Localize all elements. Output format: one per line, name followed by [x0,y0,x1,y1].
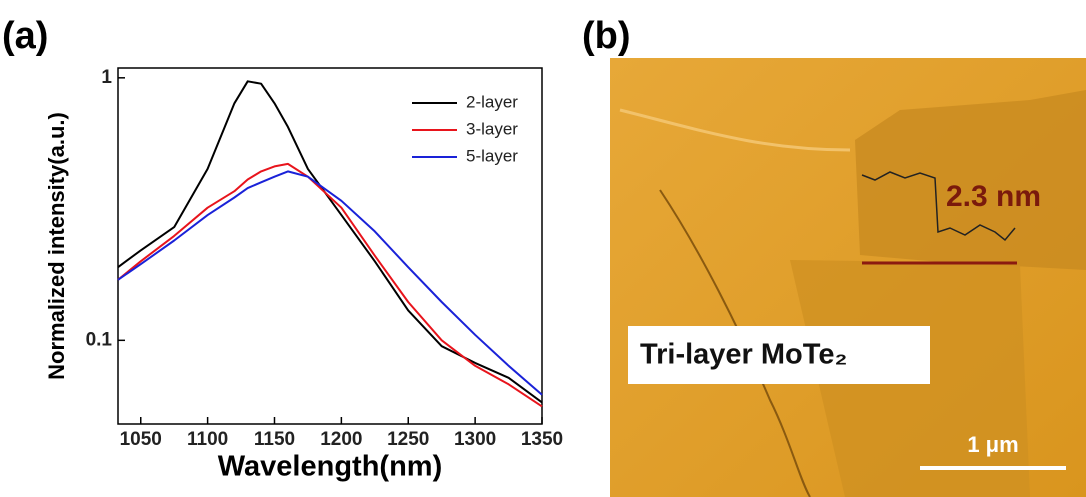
x-axis-title: Wavelength(nm) [218,451,442,483]
y-tick-label: 1 [101,67,112,88]
x-tick-label: 1150 [254,429,295,450]
legend-label: 5-layer [466,146,518,165]
x-tick-label: 1350 [521,429,563,450]
sample-label: Tri-layer MoTe₂ [640,339,847,371]
x-tick-label: 1300 [454,429,496,450]
y-tick-label: 0.1 [86,329,113,350]
legend-label: 3-layer [466,119,518,138]
legend-label: 2-layer [466,92,518,111]
y-axis-title: Normalized intensity(a.u.) [44,112,69,380]
panel-label: (b) [582,15,631,57]
scale-bar-label: 1 μm [967,432,1018,457]
step-height-label: 2.3 nm [946,180,1041,213]
series-line [118,171,542,394]
x-tick-label: 1250 [387,429,429,450]
x-tick-label: 1200 [320,429,362,450]
x-tick-label: 1050 [120,429,162,450]
figure: (a) (b) 2.3 nm Tri-layer MoTe₂ 1 μm 1050… [0,0,1086,497]
x-tick-label: 1100 [187,429,228,450]
panel-label: (a) [2,15,48,57]
